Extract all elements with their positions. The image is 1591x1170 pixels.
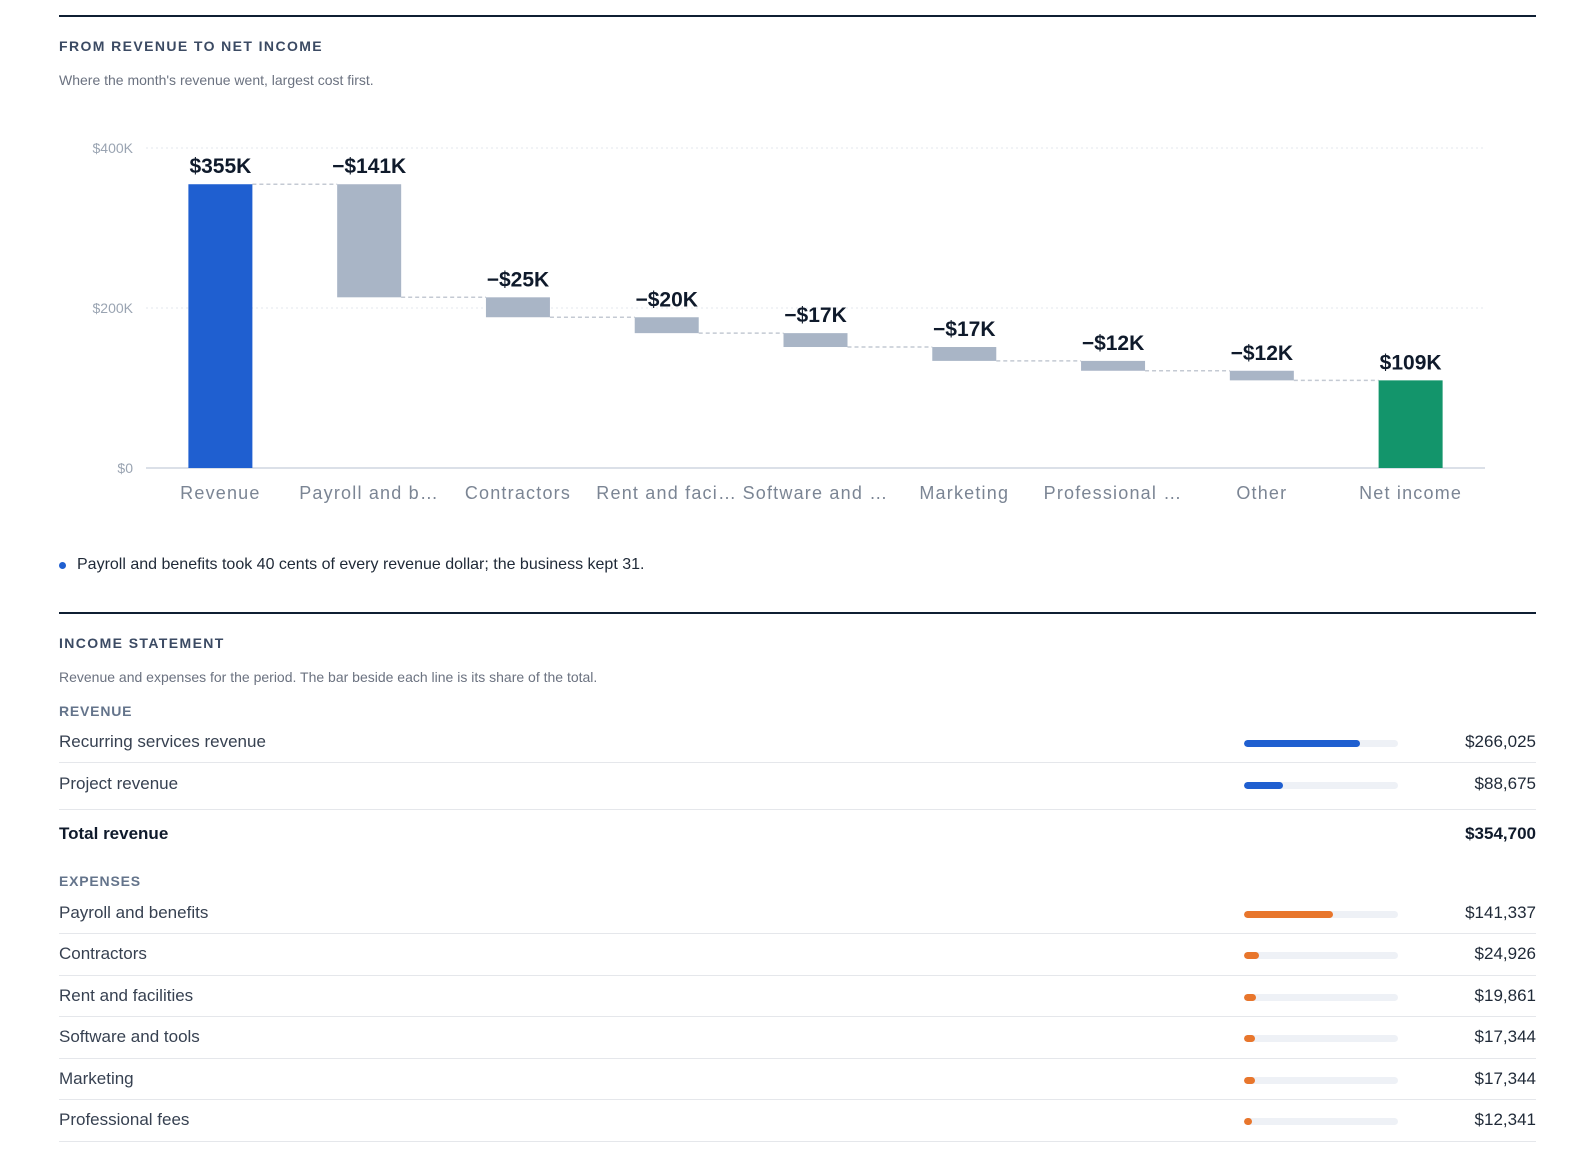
row-label: Contractors xyxy=(59,944,147,963)
statement-row: Recurring services revenue $266,025 xyxy=(59,730,1536,772)
data-label: $109K xyxy=(1380,351,1442,374)
total-revenue-amount: $354,700 xyxy=(1465,824,1536,843)
data-label: −$25K xyxy=(487,268,549,291)
insight-note: Payroll and benefits took 40 cents of ev… xyxy=(59,556,644,574)
section-rule-waterfall xyxy=(59,15,1536,17)
x-tick-label: Software and … xyxy=(743,483,889,503)
row-divider xyxy=(59,762,1536,763)
share-bar xyxy=(1244,952,1398,959)
waterfall-bar xyxy=(485,297,550,318)
expenses-group-label: EXPENSES xyxy=(59,873,141,889)
statement-row: Rent and facilities $19,861 xyxy=(59,984,1536,1026)
share-bar-fill xyxy=(1244,1118,1252,1125)
data-label: −$141K xyxy=(332,155,406,178)
total-revenue-row: Total revenue $354,700 xyxy=(59,824,1536,854)
row-divider xyxy=(59,1016,1536,1017)
waterfall-bar xyxy=(337,184,402,298)
row-amount: $12,341 xyxy=(1474,1110,1536,1129)
row-label: Recurring services revenue xyxy=(59,732,266,751)
share-bar-fill xyxy=(1244,952,1260,959)
row-amount: $24,926 xyxy=(1474,944,1536,963)
x-tick-label: Marketing xyxy=(919,483,1009,503)
waterfall-title: FROM REVENUE TO NET INCOME xyxy=(59,38,324,54)
row-label: Marketing xyxy=(59,1069,134,1088)
share-bar xyxy=(1244,911,1398,918)
waterfall-bar xyxy=(1081,360,1146,371)
row-amount: $19,861 xyxy=(1474,986,1536,1005)
share-bar xyxy=(1244,1077,1398,1084)
insight-text: Payroll and benefits took 40 cents of ev… xyxy=(77,556,645,573)
row-amount: $141,337 xyxy=(1465,903,1536,922)
share-bar-fill xyxy=(1244,1077,1255,1084)
share-bar-fill xyxy=(1244,994,1257,1001)
waterfall-subtitle: Where the month's revenue went, largest … xyxy=(59,72,374,88)
section-rule-income xyxy=(59,612,1536,614)
income-statement-title: INCOME STATEMENT xyxy=(59,635,225,651)
share-bar xyxy=(1244,740,1398,747)
y-tick-label: $400K xyxy=(93,140,134,156)
statement-row: Marketing $17,344 xyxy=(59,1067,1536,1109)
row-label: Professional fees xyxy=(59,1110,190,1129)
row-label: Project revenue xyxy=(59,774,179,793)
waterfall-chart: $0 $200K $400K $355K Revenue −$141K Payroll an… xyxy=(93,140,1485,503)
income-statement-subtitle: Revenue and expenses for the period. The… xyxy=(59,669,598,685)
x-tick-label: Professional … xyxy=(1044,483,1183,503)
x-tick-label: Payroll and b… xyxy=(299,483,439,503)
total-revenue-label: Total revenue xyxy=(59,824,169,843)
share-bar-fill xyxy=(1244,1035,1255,1042)
bullet-icon xyxy=(59,561,66,569)
statement-row: Professional fees $12,341 xyxy=(59,1108,1536,1150)
share-bar-fill xyxy=(1244,911,1334,918)
data-label: −$17K xyxy=(933,318,995,341)
statement-row: Project revenue $88,675 xyxy=(59,772,1536,814)
row-amount: $17,344 xyxy=(1474,1027,1536,1046)
row-divider xyxy=(59,1141,1536,1142)
x-tick-label: Rent and faci… xyxy=(596,483,737,503)
row-amount: $88,675 xyxy=(1474,774,1536,793)
share-bar xyxy=(1244,994,1398,1001)
waterfall-bar xyxy=(1378,380,1443,468)
x-tick-label: Contractors xyxy=(465,483,571,503)
row-label: Rent and facilities xyxy=(59,986,194,1005)
revenue-group-label: REVENUE xyxy=(59,703,133,719)
statement-row: Contractors $24,926 xyxy=(59,942,1536,984)
data-label: −$12K xyxy=(1231,342,1293,365)
share-bar xyxy=(1244,1035,1398,1042)
row-label: Payroll and benefits xyxy=(59,903,209,922)
statement-row: Payroll and benefits $141,337 xyxy=(59,901,1536,943)
row-divider xyxy=(59,809,1536,810)
row-divider xyxy=(59,975,1536,976)
row-amount: $17,344 xyxy=(1474,1069,1536,1088)
x-tick-label: Revenue xyxy=(180,483,260,503)
row-amount: $266,025 xyxy=(1465,732,1536,751)
share-bar-fill xyxy=(1244,740,1360,747)
row-divider xyxy=(59,1099,1536,1100)
row-divider xyxy=(59,1058,1536,1059)
share-bar-fill xyxy=(1244,782,1283,789)
waterfall-bar xyxy=(188,184,253,468)
data-label: −$12K xyxy=(1082,332,1144,355)
statement-row: Software and tools $17,344 xyxy=(59,1025,1536,1067)
waterfall-bar xyxy=(1229,370,1294,381)
data-label: −$20K xyxy=(635,288,697,311)
y-tick-label: $0 xyxy=(117,460,133,476)
y-tick-label: $200K xyxy=(93,300,134,316)
data-label: −$17K xyxy=(784,304,846,327)
x-tick-label: Other xyxy=(1236,483,1287,503)
waterfall-bar xyxy=(634,317,699,334)
row-label: Software and tools xyxy=(59,1027,200,1046)
data-label: $355K xyxy=(189,155,251,178)
row-divider xyxy=(59,933,1536,934)
share-bar xyxy=(1244,782,1398,789)
x-tick-label: Net income xyxy=(1359,483,1462,503)
share-bar xyxy=(1244,1118,1398,1125)
waterfall-bar xyxy=(783,333,848,348)
waterfall-bar xyxy=(932,347,997,361)
